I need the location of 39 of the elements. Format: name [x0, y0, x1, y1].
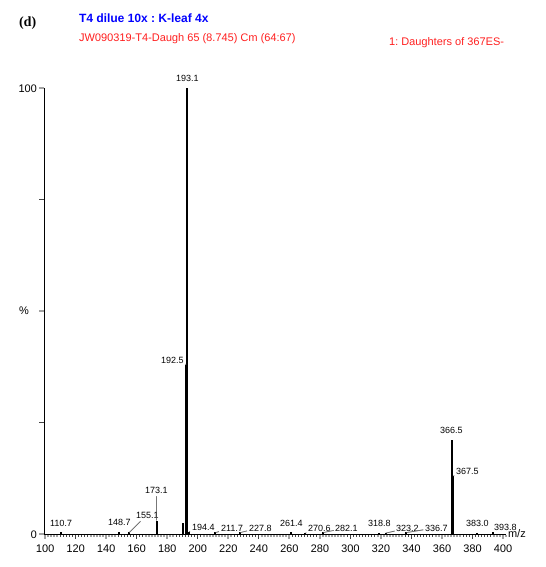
annotation: 366.5	[440, 425, 463, 435]
annotation: 336.7	[425, 523, 448, 533]
x-tick-label: 260	[280, 543, 298, 556]
annotation: 383.0	[466, 518, 489, 528]
annotation: 192.5	[161, 355, 184, 365]
annotation: 261.4	[280, 518, 303, 528]
annotation: 270.6	[308, 523, 331, 533]
x-tick-label: 220	[219, 543, 238, 556]
x-tick-label: 360	[432, 543, 452, 556]
y-tick-label: 0	[30, 528, 37, 541]
x-tick-label: 120	[66, 543, 85, 556]
x-tick-label: 340	[402, 543, 421, 556]
x-tick-label: 100	[36, 543, 54, 556]
y-axis-title: %	[19, 305, 29, 317]
text: (d)	[19, 15, 36, 30]
annotation: 193.1	[176, 73, 199, 83]
annotation: 367.5	[456, 466, 479, 476]
annotation: 318.8	[368, 518, 391, 528]
chart-subtitle: JW090319-T4-Daugh 65 (8.745) Cm (64:67)	[79, 32, 296, 44]
annotation: 148.7	[108, 517, 131, 527]
annotation: 194.4	[192, 522, 215, 532]
x-tick-label: 400	[494, 543, 512, 556]
x-tick-label: 320	[372, 543, 390, 556]
x-tick-label: 300	[341, 543, 360, 556]
x-tick-label: 160	[127, 543, 146, 556]
annotation: 173.1	[145, 485, 168, 495]
annotation: 227.8	[249, 523, 272, 533]
x-tick-label: 200	[188, 543, 207, 556]
x-tick-label: 280	[310, 543, 329, 556]
x-tick-label: 380	[463, 543, 482, 556]
annotation: 211.7	[221, 523, 243, 533]
x-tick-label: 180	[158, 543, 176, 556]
x-tick-label: 240	[250, 543, 268, 556]
annotation: 110.7	[50, 518, 72, 528]
annotation: 323.2	[396, 523, 419, 533]
x-tick-label: 140	[96, 543, 116, 556]
text: 1: Daughters of 367ES-	[389, 36, 504, 48]
chart-title: T4 dilue 10x : K-leaf 4x	[79, 11, 209, 25]
annotation: 282.1	[335, 523, 358, 533]
